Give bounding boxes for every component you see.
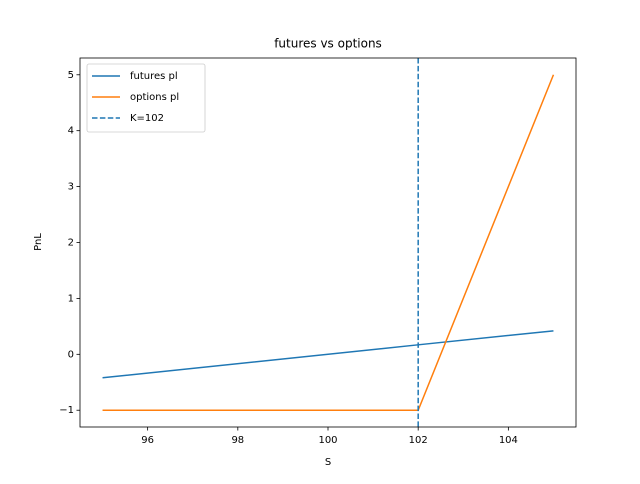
chart-title: futures vs options: [274, 37, 382, 51]
y-axis-label: PnL: [33, 233, 44, 251]
axes-frame: [79, 57, 577, 428]
x-tick-label: 98: [231, 435, 244, 446]
legend-box: [86, 63, 206, 133]
y-tick-label: 0: [68, 349, 74, 360]
legend-label: K=102: [130, 113, 164, 124]
x-tick-label: 96: [141, 435, 154, 446]
legend-label: futures pl: [130, 71, 178, 82]
y-tick-label: 1: [68, 293, 74, 304]
y-tick-label: 4: [68, 126, 74, 137]
x-tick-label: 100: [318, 435, 337, 446]
y-tick-label: −1: [59, 405, 74, 416]
x-axis-label: S: [325, 457, 331, 468]
y-tick-label: 2: [68, 238, 74, 249]
series-line: [102, 330, 554, 379]
x-tick-label: 104: [499, 435, 518, 446]
y-tick-label: 3: [68, 182, 74, 193]
x-tick-label: 102: [409, 435, 428, 446]
y-tick-label: 5: [68, 70, 74, 81]
legend-label: options pl: [130, 92, 179, 103]
